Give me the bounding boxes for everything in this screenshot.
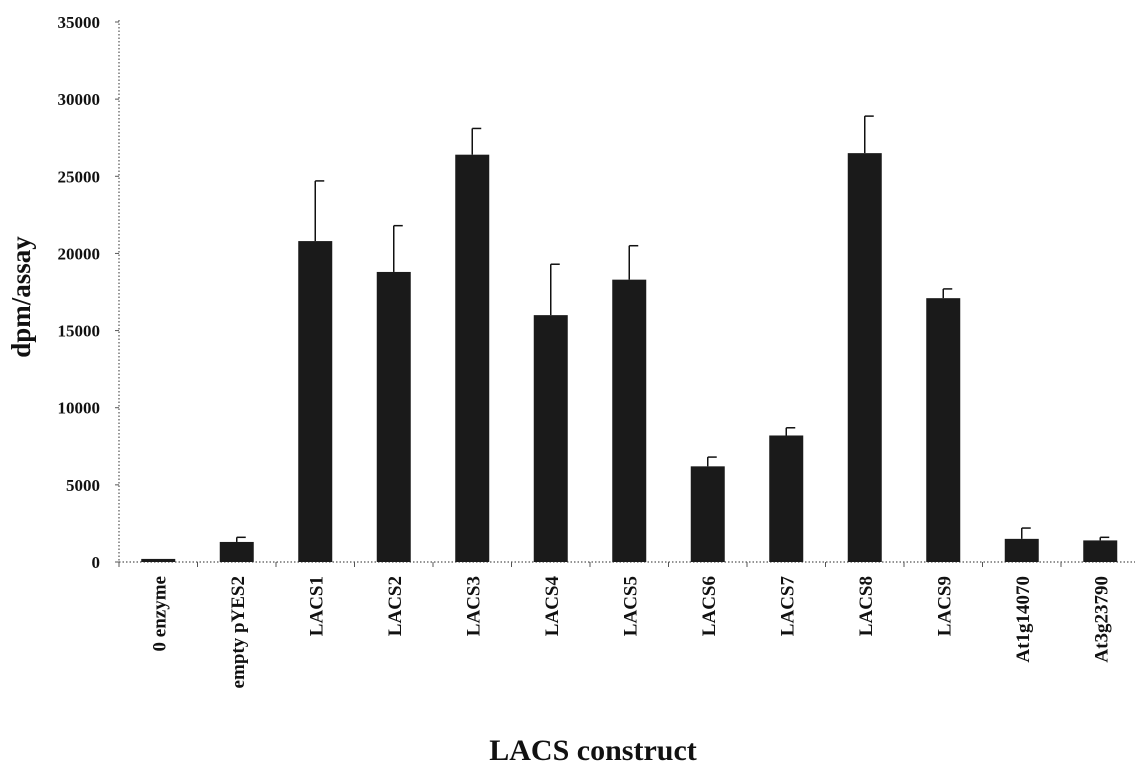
bar (141, 558, 176, 562)
bar (847, 153, 882, 562)
bar (219, 541, 254, 562)
x-tick-labels: 0 enzyme empty pYES2 LACS1 LACS2 LACS3 LACS4 L… (149, 576, 1112, 689)
error-bar (628, 244, 639, 280)
y-axis-title: dpm/assay (6, 236, 36, 358)
x-tick-label: At3g23790 (1091, 576, 1112, 663)
x-axis-title: LACS construct (489, 734, 697, 767)
bars (141, 153, 1118, 563)
x-tick-label: 0 enzyme (149, 576, 170, 651)
y-tick-label: 20000 (58, 244, 101, 263)
y-tick-label: 30000 (58, 90, 101, 109)
x-tick-label: LACS9 (934, 576, 955, 636)
error-bar (1021, 527, 1031, 539)
error-bars (236, 115, 1110, 542)
error-bar (471, 127, 482, 155)
bar (376, 271, 411, 562)
x-tick-label: empty pYES2 (228, 576, 249, 688)
y-tick-label: 35000 (58, 13, 101, 32)
x-tick-label: LACS5 (620, 576, 641, 636)
error-bar (314, 180, 325, 242)
y-tick-label: 25000 (58, 167, 101, 186)
error-bar (236, 536, 246, 542)
bar (926, 298, 961, 562)
bar (690, 466, 725, 562)
error-bar (707, 456, 717, 467)
y-tick-label: 0 (92, 553, 101, 572)
bar (455, 154, 490, 562)
y-tick-label: 10000 (58, 399, 101, 418)
error-bar (550, 263, 560, 316)
error-bar (785, 427, 796, 436)
y-tick-label: 15000 (58, 322, 101, 341)
error-bar (393, 224, 403, 272)
error-bar (864, 115, 874, 154)
bar (769, 435, 804, 562)
y-tick-labels: 0 5000 10000 15000 20000 25000 30000 35000 (58, 13, 101, 572)
error-bar (942, 288, 953, 299)
x-tick-label: LACS8 (856, 576, 877, 636)
y-axis (115, 20, 120, 563)
x-tick-label: LACS7 (777, 576, 798, 637)
bar (1083, 540, 1118, 562)
bar (533, 315, 568, 562)
x-axis (118, 561, 1135, 567)
x-tick-label: LACS4 (542, 576, 563, 637)
bar (1004, 538, 1039, 562)
y-tick-label: 5000 (66, 476, 100, 495)
error-bar (1099, 536, 1110, 541)
x-tick-label: LACS1 (306, 576, 327, 636)
bar (612, 279, 647, 562)
x-tick-label: LACS3 (463, 576, 484, 636)
bar (298, 241, 333, 563)
x-tick-label: LACS6 (699, 576, 720, 636)
x-tick-label: LACS2 (385, 576, 406, 636)
x-tick-label: At1g14070 (1013, 576, 1034, 663)
